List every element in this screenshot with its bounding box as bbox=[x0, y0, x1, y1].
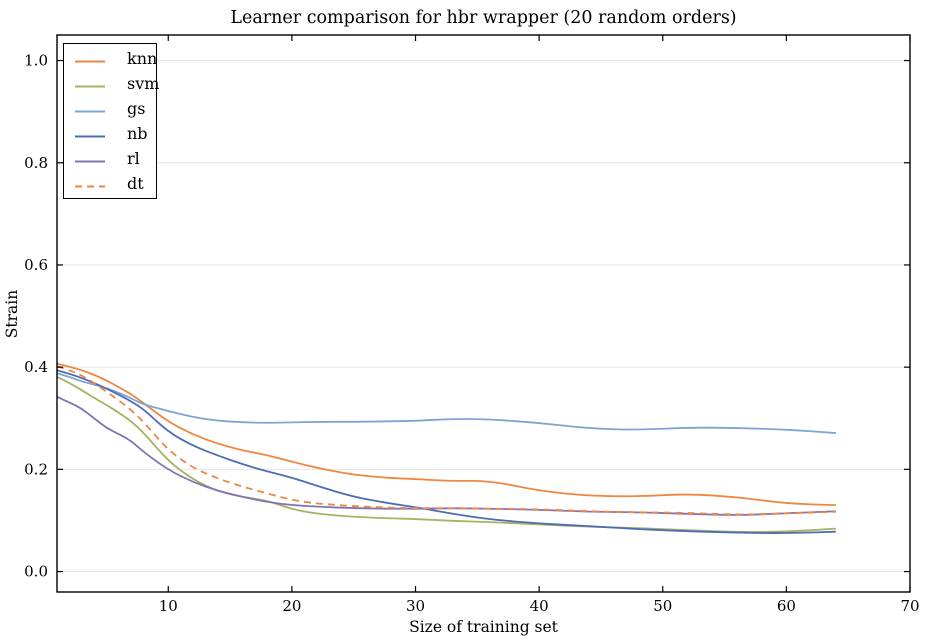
series-gs-line bbox=[56, 372, 836, 434]
series-rl-line bbox=[56, 395, 836, 516]
y-tick-label: 0.8 bbox=[24, 154, 48, 172]
legend-dt-line-sample bbox=[75, 174, 105, 193]
series-nb-line bbox=[56, 369, 836, 534]
tick-labels: 10 20 30 40 50 60 70 0.0 0.2 0.4 0.6 0.8 1.0 bbox=[24, 52, 919, 615]
legend-item-nb: nb bbox=[64, 121, 156, 146]
legend-gs-line-sample bbox=[75, 99, 105, 118]
x-tick-label: 40 bbox=[530, 597, 549, 615]
x-tick-label: 60 bbox=[777, 597, 796, 615]
x-tick-label: 10 bbox=[159, 597, 178, 615]
x-tick-label: 70 bbox=[900, 597, 919, 615]
x-tick-label: 30 bbox=[406, 597, 425, 615]
y-tick-label: 0.4 bbox=[24, 358, 48, 376]
legend-nb-line-sample bbox=[75, 124, 105, 143]
legend-item-svm: svm bbox=[64, 71, 160, 96]
chart-title: Learner comparison for hbr wrapper (20 r… bbox=[230, 8, 737, 28]
legend-item-knn: knn bbox=[64, 46, 158, 71]
y-tick-label: 0.6 bbox=[24, 256, 48, 274]
y-tick-label: 0.0 bbox=[24, 563, 48, 581]
y-tick-label: 0.2 bbox=[24, 460, 48, 478]
x-tick-label: 20 bbox=[282, 597, 301, 615]
series-knn-line bbox=[56, 362, 836, 507]
y-axis-label: Strain bbox=[3, 289, 21, 339]
series-lines bbox=[56, 362, 836, 534]
legend-svm-line-sample bbox=[75, 74, 105, 93]
tick-marks bbox=[57, 35, 911, 592]
legend-item-dt: dt bbox=[64, 171, 156, 196]
gridlines bbox=[58, 60, 909, 573]
plot-spines bbox=[56, 34, 911, 593]
legend-item-gs: gs bbox=[64, 96, 156, 121]
y-tick-label: 1.0 bbox=[24, 52, 48, 70]
legend-rl-line-sample bbox=[75, 149, 105, 168]
legend-label-svm: svm bbox=[127, 73, 160, 93]
x-tick-label: 50 bbox=[653, 597, 672, 615]
legend-label-gs: gs bbox=[127, 98, 146, 118]
series-dt-line bbox=[56, 365, 836, 516]
legend-label-knn: knn bbox=[127, 48, 158, 68]
legend-knn-line-sample bbox=[75, 49, 105, 68]
legend-label-nb: nb bbox=[127, 123, 148, 143]
legend-label-rl: rl bbox=[127, 148, 140, 168]
legend-label-dt: dt bbox=[127, 173, 144, 193]
legend: knn svm gs nb rl dt bbox=[63, 43, 160, 199]
legend-item-rl: rl bbox=[64, 146, 156, 171]
x-axis-label: Size of training set bbox=[409, 618, 558, 636]
